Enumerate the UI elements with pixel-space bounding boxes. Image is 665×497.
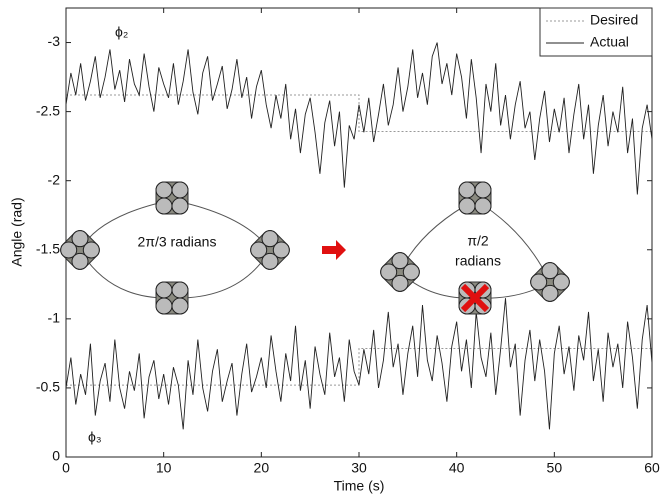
series-label: ϕ₃ bbox=[88, 429, 102, 445]
x-tick-label: 10 bbox=[156, 460, 172, 476]
legend-label: Desired bbox=[590, 12, 638, 28]
inset-diagrams: 2π/3 radians π/2 radians bbox=[56, 181, 574, 315]
quad-icon bbox=[56, 226, 104, 274]
quad-icon bbox=[458, 181, 492, 215]
y-tick-label: -2.5 bbox=[36, 102, 60, 118]
x-tick-label: 30 bbox=[351, 460, 367, 476]
quad-icon bbox=[155, 181, 189, 215]
failure-mark bbox=[460, 283, 490, 313]
y-tick-label: -1 bbox=[48, 310, 61, 326]
y-tick-label: 0 bbox=[52, 448, 60, 464]
arrow bbox=[322, 240, 346, 260]
y-tick-label: -3 bbox=[48, 33, 61, 49]
y-axis-label: Angle (rad) bbox=[9, 197, 25, 266]
quad-icon bbox=[246, 226, 294, 274]
legend: Desired Actual bbox=[539, 7, 653, 57]
desired-line bbox=[66, 348, 652, 386]
annotation: π/2 bbox=[467, 233, 489, 249]
x-tick-label: 20 bbox=[254, 460, 270, 476]
actual-line bbox=[65, 298, 653, 430]
quad-icon bbox=[376, 248, 424, 296]
annotation: 2π/3 radians bbox=[138, 234, 217, 250]
x-tick-label: 60 bbox=[644, 460, 660, 476]
actual-line bbox=[65, 42, 653, 195]
x-tick-label: 40 bbox=[449, 460, 465, 476]
quad-icon bbox=[155, 281, 189, 315]
x-axis-label: Time (s) bbox=[334, 478, 385, 494]
y-tick-label: -2 bbox=[48, 171, 61, 187]
quad-icon bbox=[526, 258, 574, 306]
series-label: ϕ₂ bbox=[115, 24, 128, 40]
y-tick-label: -1.5 bbox=[36, 240, 60, 256]
plot-frame bbox=[65, 7, 653, 458]
annotation: radians bbox=[455, 253, 501, 269]
x-tick-label: 0 bbox=[62, 460, 70, 476]
x-tick-label: 50 bbox=[547, 460, 563, 476]
y-tick-label: -0.5 bbox=[36, 379, 60, 395]
legend-label: Actual bbox=[590, 34, 629, 50]
legend-box bbox=[539, 7, 653, 57]
